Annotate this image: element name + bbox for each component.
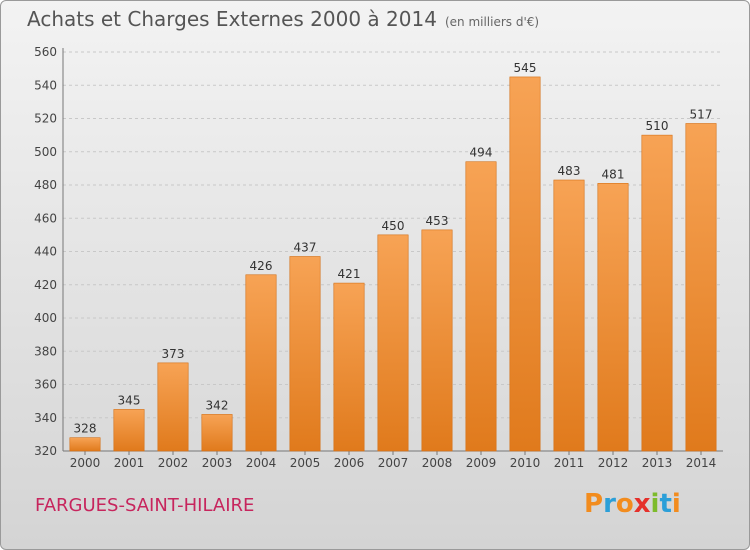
bar-2003 [201, 414, 233, 452]
logo-letter: x [633, 489, 651, 519]
data-label: 517 [690, 107, 713, 121]
bar-2009 [465, 161, 497, 452]
data-label: 437 [294, 240, 317, 254]
chart-title-text: Achats et Charges Externes 2000 à 2014 [27, 7, 437, 31]
x-tick-label: 2006 [334, 456, 365, 470]
y-tick-label: 400 [34, 311, 57, 325]
y-tick-label: 560 [34, 45, 57, 59]
data-label: 345 [118, 393, 141, 407]
data-label: 421 [338, 267, 361, 281]
bar-2005 [289, 256, 321, 452]
chart-title: Achats et Charges Externes 2000 à 2014 (e… [27, 7, 539, 31]
bar-2007 [377, 234, 409, 452]
bar-2004 [245, 274, 277, 452]
y-tick-label: 380 [34, 344, 57, 358]
bar-2000 [69, 437, 101, 452]
data-label: 342 [206, 398, 229, 412]
bar-2014 [685, 123, 717, 452]
x-tick-label: 2012 [598, 456, 629, 470]
bar-2011 [553, 179, 585, 452]
logo-letter: i [650, 489, 660, 519]
x-tick-label: 2011 [554, 456, 585, 470]
data-label: 481 [602, 167, 625, 181]
data-label: 373 [162, 347, 185, 361]
x-tick-label: 2010 [510, 456, 541, 470]
x-tick-label: 2013 [642, 456, 673, 470]
bar-2006 [333, 282, 365, 452]
data-label: 545 [514, 61, 537, 75]
bar-2010 [509, 76, 541, 452]
x-tick-label: 2002 [158, 456, 189, 470]
logo-letter: i [671, 489, 681, 519]
x-tick-label: 2005 [290, 456, 321, 470]
logo-letter: P [584, 489, 604, 519]
labels: 320 340 360 380 400 420 440 460 480 500 520 540 560 3… [34, 45, 716, 470]
y-tick-label: 340 [34, 411, 57, 425]
y-tick-label: 320 [34, 444, 57, 458]
place-name: FARGUES-SAINT-HILAIRE [35, 495, 255, 516]
bar-2013 [641, 134, 673, 452]
x-tick-label: 2007 [378, 456, 409, 470]
y-tick-label: 360 [34, 378, 57, 392]
data-label: 450 [382, 219, 405, 233]
y-tick-label: 540 [34, 78, 57, 92]
data-label: 510 [646, 119, 669, 133]
y-tick-label: 520 [34, 112, 57, 126]
bar-2001 [113, 409, 145, 452]
y-tick-label: 500 [34, 145, 57, 159]
logo-letter: o [615, 489, 634, 519]
data-label: 453 [426, 214, 449, 228]
x-tick-label: 2014 [686, 456, 717, 470]
logo-letter: t [659, 489, 672, 519]
x-tick-label: 2009 [466, 456, 497, 470]
data-label: 426 [250, 259, 273, 273]
y-tick-label: 440 [34, 245, 57, 259]
data-label: 494 [470, 146, 493, 160]
data-label: 328 [74, 422, 97, 436]
x-tick-label: 2004 [246, 456, 277, 470]
y-tick-label: 460 [34, 211, 57, 225]
data-label: 483 [558, 164, 581, 178]
proxiti-logo: Proxiti [584, 489, 681, 519]
bar-2008 [421, 229, 453, 452]
x-tick-label: 2000 [70, 456, 101, 470]
logo-letter: r [603, 489, 616, 519]
x-tick-label: 2008 [422, 456, 453, 470]
bars [69, 76, 717, 452]
bar-2012 [597, 183, 629, 452]
bar-2002 [157, 362, 189, 452]
y-tick-label: 420 [34, 278, 57, 292]
y-tick-label: 480 [34, 178, 57, 192]
x-tick-label: 2003 [202, 456, 233, 470]
chart-subtitle: (en milliers d'€) [444, 15, 540, 29]
x-tick-label: 2001 [114, 456, 145, 470]
